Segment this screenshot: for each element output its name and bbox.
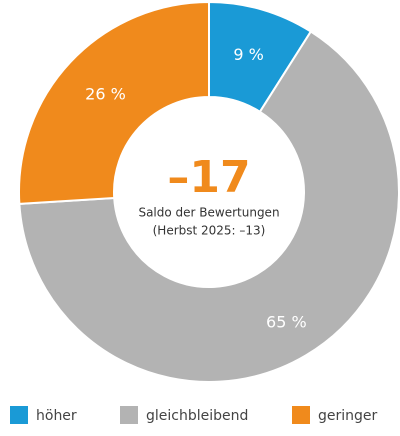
value-label: 26 % <box>85 84 126 103</box>
donut-segment <box>18 30 400 383</box>
legend-swatch <box>120 406 138 424</box>
center-sublabel: (Herbst 2025: –13) <box>153 224 266 238</box>
legend-label: geringer <box>318 408 378 424</box>
center-label: Saldo der Bewertungen <box>138 206 279 220</box>
value-label: 65 % <box>266 312 307 331</box>
legend-label: höher <box>36 408 77 424</box>
legend-swatch <box>10 406 28 424</box>
legend-label: gleichbleibend <box>146 408 248 424</box>
donut-segment <box>18 0 210 205</box>
legend-swatch <box>292 406 310 424</box>
value-label: 9 % <box>233 45 263 64</box>
center-value: –17 <box>167 152 250 203</box>
